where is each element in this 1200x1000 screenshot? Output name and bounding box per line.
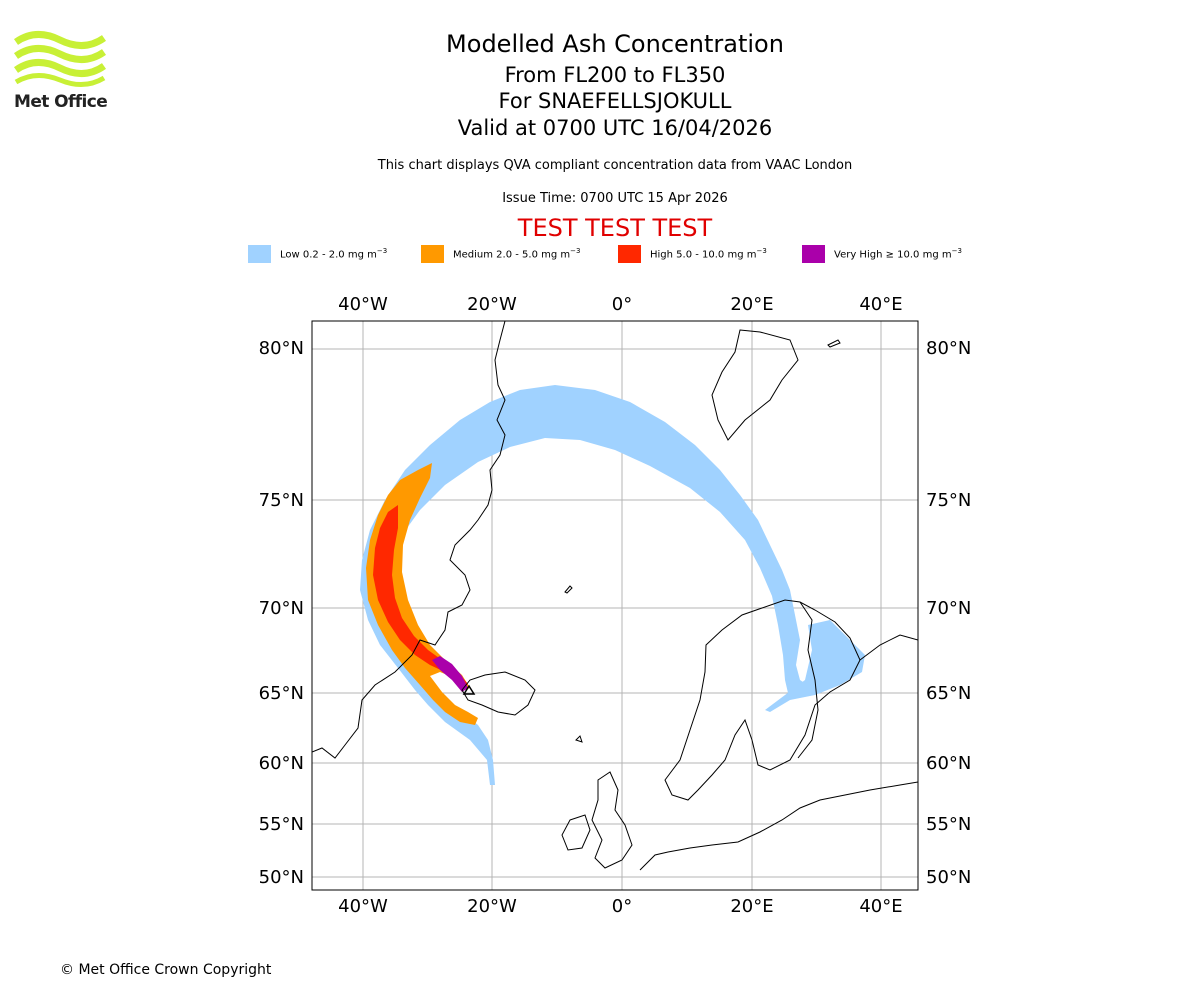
legend-swatch-low: [248, 245, 271, 263]
lon-label-top-40e: 40°E: [859, 294, 902, 315]
lon-label-top-20e: 20°E: [730, 294, 773, 315]
map-frame: [311, 320, 919, 891]
chart-description: This chart displays QVA compliant concen…: [377, 158, 853, 173]
chart-title: Modelled Ash Concentration: [446, 30, 784, 58]
ash-plume-low-finland: [765, 620, 865, 712]
lon-label-top-0: 0°: [612, 294, 632, 315]
legend-swatch-medium: [421, 245, 444, 263]
lat-label-right-60n: 60°N: [926, 753, 971, 774]
lat-label-left-55n: 55°N: [259, 814, 304, 835]
lat-label-right-75n: 75°N: [926, 490, 971, 511]
flight-level-range: From FL200 to FL350: [504, 63, 726, 87]
lat-label-left-70n: 70°N: [259, 598, 304, 619]
coastline-finland: [797, 601, 819, 759]
map-coastlines: [312, 321, 918, 871]
coastline-svalbard-east: [827, 339, 841, 348]
legend-swatch-high: [618, 245, 641, 263]
lon-label-top-20w: 20°W: [467, 294, 517, 315]
lat-label-right-50n: 50°N: [926, 867, 971, 888]
lat-label-right-65n: 65°N: [926, 683, 971, 704]
test-banner: TEST TEST TEST: [517, 214, 713, 242]
coastline-ireland: [561, 814, 591, 851]
copyright-notice: © Met Office Crown Copyright: [60, 962, 272, 978]
lon-label-bottom-0: 0°: [612, 896, 632, 917]
coastline-greenland: [312, 321, 506, 759]
coastline-kola: [859, 634, 918, 661]
legend-swatch-very-high: [802, 245, 825, 263]
legend-item-very-high: Very High ≥ 10.0 mg m−3: [802, 244, 962, 264]
legend-label-low: Low 0.2 - 2.0 mg m−3: [280, 247, 388, 261]
valid-time: Valid at 0700 UTC 16/04/2026: [457, 116, 773, 140]
legend-label-medium: Medium 2.0 - 5.0 mg m−3: [453, 247, 581, 261]
lat-label-left-60n: 60°N: [259, 753, 304, 774]
volcano-source-marker: [462, 684, 476, 695]
legend-item-low: Low 0.2 - 2.0 mg m−3: [248, 244, 387, 264]
lat-label-right-80n: 80°N: [926, 338, 971, 359]
lat-label-left-80n: 80°N: [259, 338, 304, 359]
concentration-legend: Low 0.2 - 2.0 mg m−3 Medium 2.0 - 5.0 mg…: [0, 244, 1200, 266]
ash-plume-low: [360, 385, 812, 785]
ash-plume-high: [373, 505, 468, 688]
coastline-great-britain: [591, 771, 633, 869]
lon-label-bottom-40w: 40°W: [338, 896, 388, 917]
lat-label-left-50n: 50°N: [259, 867, 304, 888]
met-office-waves-icon: [13, 31, 107, 87]
lat-label-right-55n: 55°N: [926, 814, 971, 835]
coastline-faroes: [575, 735, 583, 743]
legend-item-medium: Medium 2.0 - 5.0 mg m−3: [421, 244, 580, 264]
coastline-svalbard: [711, 329, 799, 441]
coastline-continent: [639, 781, 918, 871]
lon-label-bottom-40e: 40°E: [859, 896, 902, 917]
lat-label-right-70n: 70°N: [926, 598, 971, 619]
lon-label-top-40w: 40°W: [338, 294, 388, 315]
coastline-jan-mayen: [564, 585, 573, 594]
volcano-name: For SNAEFELLSJOKULL: [498, 89, 732, 113]
met-office-logo: Met Office: [13, 30, 108, 112]
ash-plume-very-high: [432, 656, 468, 692]
legend-item-high: High 5.0 - 10.0 mg m−3: [618, 244, 767, 264]
logo-text: Met Office: [14, 92, 108, 112]
legend-label-high: High 5.0 - 10.0 mg m−3: [650, 247, 767, 261]
lon-label-bottom-20e: 20°E: [730, 896, 773, 917]
issue-time: Issue Time: 0700 UTC 15 Apr 2026: [502, 191, 728, 206]
map-gridlines: [312, 321, 918, 890]
lon-label-bottom-20w: 20°W: [467, 896, 517, 917]
lat-label-left-65n: 65°N: [259, 683, 304, 704]
legend-label-very-high: Very High ≥ 10.0 mg m−3: [834, 247, 962, 261]
coastline-iceland: [461, 671, 536, 716]
lat-label-left-75n: 75°N: [259, 490, 304, 511]
